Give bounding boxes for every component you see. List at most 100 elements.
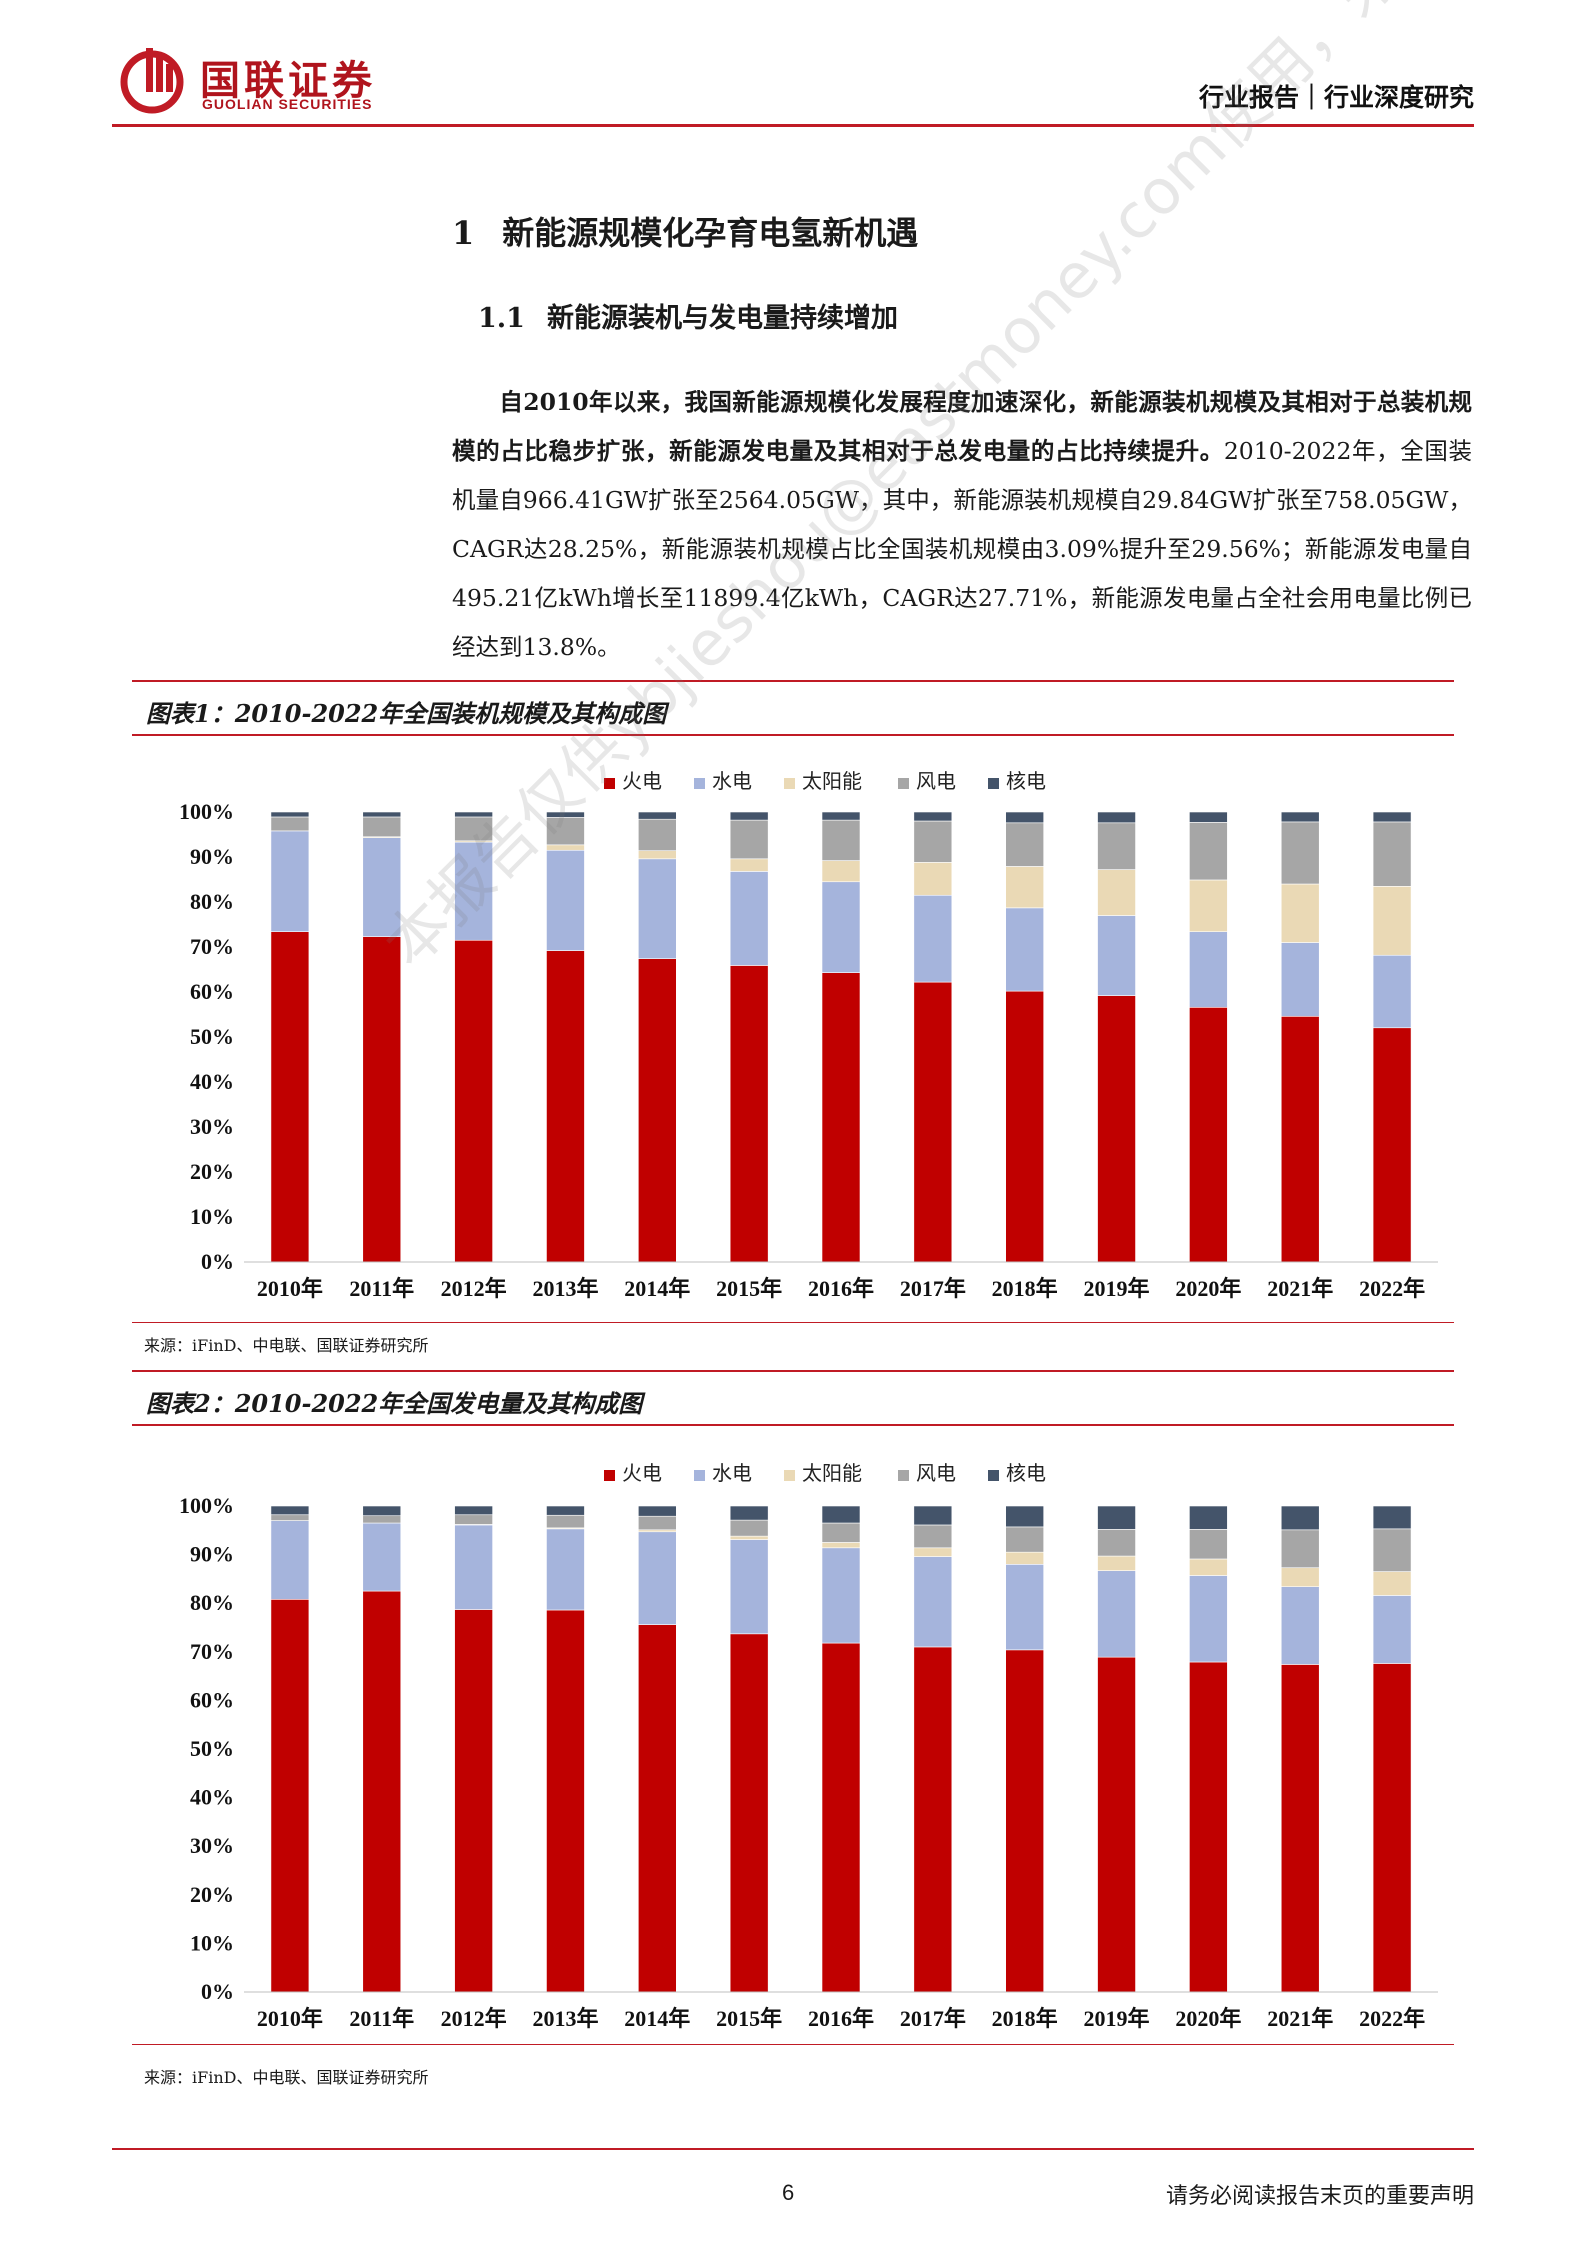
figure2-chart: 火电 水电 太阳能 风电 核电 0% 10% 20% 30% 40% 50% 60% 70% 80% 90%… (179, 1461, 1438, 2031)
bar-2013年-核电 (546, 811, 585, 818)
x-tick-label-8: 2018年 (992, 2006, 1058, 2031)
bar-2021年-核电 (1280, 1505, 1320, 1531)
bar-2011年-水电 (362, 1522, 402, 1592)
bar-2017年-水电 (913, 894, 953, 983)
bar-2012年-水电 (454, 841, 493, 941)
bar-2015年-太阳能 (729, 858, 769, 872)
bar-2011年-核电 (362, 811, 402, 818)
legend-swatch-0 (604, 1470, 615, 1481)
bar-2020年-火电 (1189, 1661, 1228, 1993)
bar-2022年-水电 (1372, 954, 1412, 1029)
legend-label-2: 太阳能 (802, 1461, 862, 1485)
bar-2012年-火电 (454, 939, 493, 1263)
figure2-source: 来源：iFinD、中电联、国联证券研究所 (144, 2068, 429, 2087)
bar-2016年-风电 (821, 1522, 861, 1543)
bar-2022年-水电 (1372, 1595, 1412, 1664)
y-tick-label-0: 0% (201, 1979, 234, 2004)
bar-2014年-水电 (638, 1531, 677, 1625)
y-tick-label-2: 20% (190, 1882, 234, 1907)
logo-english-name: GUOLIAN SECURITIES (202, 96, 373, 112)
bar-2018年-核电 (1005, 1505, 1044, 1528)
figure1-title-rule (132, 734, 1454, 736)
bar-2015年-火电 (729, 1633, 769, 1993)
bar-2018年-风电 (1005, 1526, 1044, 1553)
bar-2020年-太阳能 (1189, 1558, 1228, 1576)
bar-2019年-火电 (1097, 1656, 1136, 1993)
bar-2022年-风电 (1372, 821, 1412, 887)
bar-2014年-风电 (638, 1515, 677, 1531)
y-tick-label-8: 80% (190, 889, 234, 914)
x-tick-label-7: 2017年 (900, 1276, 966, 1301)
disclaimer-note: 请务必阅读报告末页的重要声明 (1165, 2184, 1474, 2209)
bar-2013年-核电 (546, 1505, 585, 1516)
bar-2020年-风电 (1189, 1529, 1228, 1560)
bar-2020年-太阳能 (1189, 879, 1228, 932)
figure2-bottom-rule (132, 2044, 1454, 2045)
y-tick-label-9: 90% (190, 1542, 234, 1567)
bar-2017年-火电 (913, 1646, 953, 1993)
y-tick-label-3: 30% (190, 1114, 234, 1139)
header-divider (112, 124, 1474, 127)
figure1-chart: 火电 水电 太阳能 风电 核电 0% 10% 20% 30% 40% 50% 60% 70% 80% 90%… (179, 769, 1438, 1301)
y-tick-label-5: 50% (190, 1736, 234, 1761)
y-tick-label-1: 10% (190, 1930, 234, 1955)
bar-2018年-水电 (1005, 907, 1044, 992)
bar-2015年-风电 (729, 819, 769, 860)
subsection-title: 新能源装机与发电量持续增加 (546, 303, 898, 334)
bar-2015年-水电 (729, 871, 769, 966)
bar-2014年-核电 (638, 1505, 677, 1517)
bar-2013年-水电 (546, 849, 585, 951)
y-tick-label-4: 40% (190, 1069, 234, 1094)
y-tick-label-1: 10% (190, 1204, 234, 1229)
bar-2016年-水电 (821, 1547, 861, 1644)
bar-2019年-核电 (1097, 1505, 1136, 1530)
legend-label-1: 水电 (712, 769, 752, 793)
x-tick-label-10: 2020年 (1175, 2006, 1241, 2031)
report-category: 行业报告｜行业深度研究 (1198, 83, 1474, 112)
bar-2016年-太阳能 (821, 1542, 861, 1549)
bar-2018年-火电 (1005, 1649, 1044, 1993)
legend-label-4: 核电 (1006, 769, 1046, 793)
bar-2010年-核电 (270, 1505, 310, 1516)
bar-2013年-风电 (546, 817, 585, 846)
legend-swatch-3 (898, 778, 909, 789)
bar-2015年-水电 (729, 1539, 769, 1635)
bar-2012年-风电 (454, 816, 493, 842)
bar-2013年-火电 (546, 950, 585, 1263)
x-tick-label-1: 2011年 (349, 2006, 414, 2031)
bar-2014年-太阳能 (638, 850, 677, 860)
y-tick-label-9: 90% (190, 844, 234, 869)
bar-2010年-火电 (270, 1599, 310, 1993)
y-tick-label-4: 40% (190, 1785, 234, 1810)
x-tick-label-2: 2012年 (441, 2006, 507, 2031)
bar-2018年-核电 (1005, 811, 1044, 824)
bar-2015年-火电 (729, 965, 769, 1263)
bar-2019年-风电 (1097, 822, 1136, 870)
bar-2019年-太阳能 (1097, 869, 1136, 916)
bar-2022年-核电 (1372, 1505, 1412, 1530)
bar-2016年-火电 (821, 972, 861, 1263)
bar-2019年-太阳能 (1097, 1555, 1136, 1571)
bar-2012年-水电 (454, 1524, 493, 1610)
bar-2013年-水电 (546, 1528, 585, 1611)
x-tick-label-5: 2015年 (716, 1276, 782, 1301)
bar-2022年-太阳能 (1372, 886, 1412, 956)
legend-label-0: 火电 (622, 769, 662, 793)
y-tick-label-6: 60% (190, 979, 234, 1004)
y-tick-label-7: 70% (190, 934, 234, 959)
bar-2014年-核电 (638, 811, 677, 820)
legend-label-4: 核电 (1006, 1461, 1046, 1485)
bar-2017年-风电 (913, 1524, 953, 1549)
bar-2015年-核电 (729, 811, 769, 821)
figure1-title: 图表1：2010-2022年全国装机规模及其构成图 (146, 699, 667, 728)
legend-label-0: 火电 (622, 1461, 662, 1485)
bar-2014年-火电 (638, 958, 677, 1263)
guolian-logo-icon (120, 48, 184, 114)
legend-swatch-1 (694, 778, 705, 789)
bar-2018年-太阳能 (1005, 1551, 1044, 1565)
bar-2010年-风电 (270, 816, 310, 832)
bar-2020年-水电 (1189, 1575, 1228, 1663)
bar-2019年-核电 (1097, 811, 1136, 824)
legend-swatch-1 (694, 1470, 705, 1481)
legend-swatch-4 (988, 1470, 999, 1481)
